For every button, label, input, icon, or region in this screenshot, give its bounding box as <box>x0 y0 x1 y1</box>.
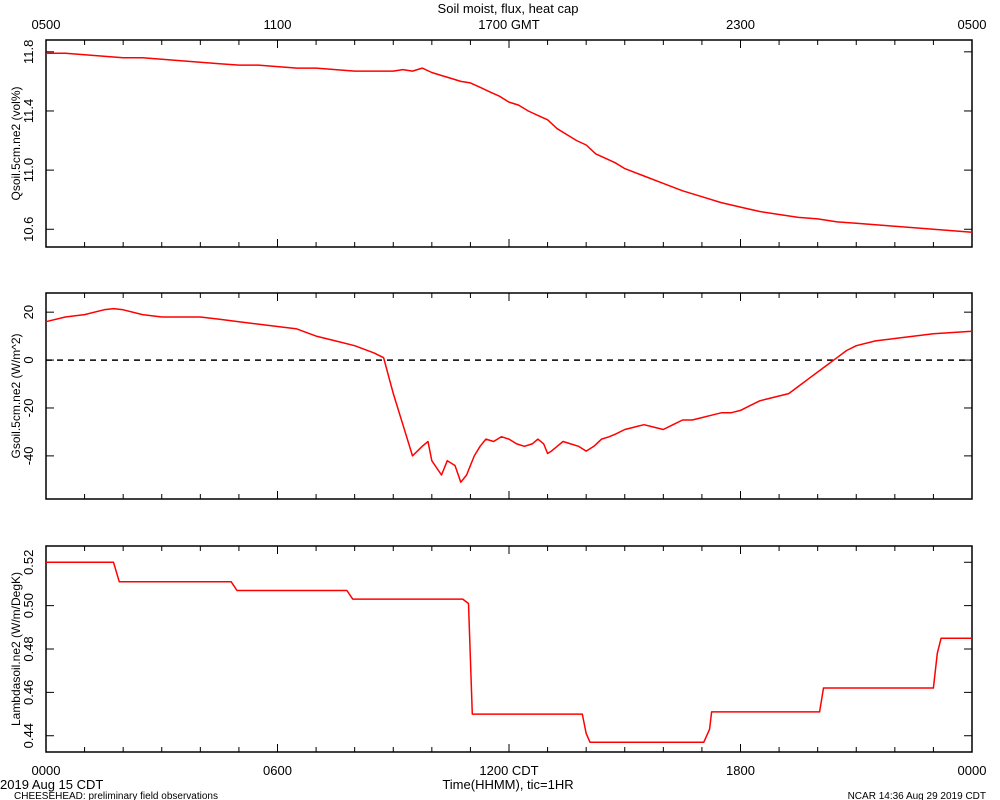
panel-soil-heat-flux: -40 -20 0 20 Gsoil.5cm.ne2 (W/m^2) <box>9 292 973 500</box>
project-label: CHEESEHEAD: preliminary field observatio… <box>14 791 218 800</box>
y-tick-label: 0.46 <box>21 680 36 705</box>
y-tick-label: 0 <box>21 356 36 363</box>
x-tick-label-gmt: 1100 <box>264 17 292 32</box>
y-axis-label: Lambdasoil.ne2 (W/m/DegK) <box>9 572 23 726</box>
y-tick-label: 0.48 <box>21 636 36 661</box>
x-axis-label: Time(HHMM), tic=1HR <box>442 777 573 792</box>
y-tick-label: 0.44 <box>21 723 36 748</box>
y-tick-label: 20 <box>21 305 36 319</box>
y-axis-label: Gsoil.5cm.ne2 (W/m^2) <box>9 334 23 459</box>
x-tick-label-cdt: 0000 <box>958 763 987 778</box>
y-tick-label: -40 <box>21 446 36 465</box>
y-axis-label: Qsoil.5cm.ne2 (vol%) <box>9 86 23 200</box>
y-tick-label: 0.50 <box>21 593 36 618</box>
panel-soil-moisture: 10.6 11.0 11.4 11.8 Qsoil.5cm.ne2 (vol%) 0500… <box>9 17 987 248</box>
series-line <box>45 307 973 483</box>
y-tick-label: 11.4 <box>21 99 36 123</box>
x-tick-label-cdt: 1200 CDT <box>479 763 538 778</box>
series-line <box>46 561 972 743</box>
x-tick-label-cdt: 0600 <box>263 763 292 778</box>
y-tick-label: 11.8 <box>21 40 36 64</box>
y-tick-label: 10.6 <box>21 217 36 242</box>
credit-label: NCAR 14:36 Aug 29 2019 CDT <box>848 791 986 800</box>
plot-frame <box>45 292 973 500</box>
x-tick-label-cdt: 0000 <box>32 763 61 778</box>
chart-title: Soil moist, flux, heat cap <box>438 1 579 16</box>
x-tick-label-cdt: 1800 <box>726 763 755 778</box>
x-tick-label-gmt: 2300 <box>726 17 755 32</box>
y-tick-label: -20 <box>21 399 36 418</box>
plot-frame <box>45 545 973 753</box>
series-line <box>46 52 973 233</box>
date-label: 2019 Aug 15 CDT <box>0 777 103 792</box>
y-tick-label: 11.0 <box>21 158 36 182</box>
plot-frame <box>45 39 973 248</box>
x-tick-label-gmt: 0500 <box>32 17 61 32</box>
x-tick-label-gmt: 0500 <box>958 17 987 32</box>
y-tick-label: 0.52 <box>21 550 36 575</box>
x-tick-label-gmt: 1700 GMT <box>478 17 539 32</box>
